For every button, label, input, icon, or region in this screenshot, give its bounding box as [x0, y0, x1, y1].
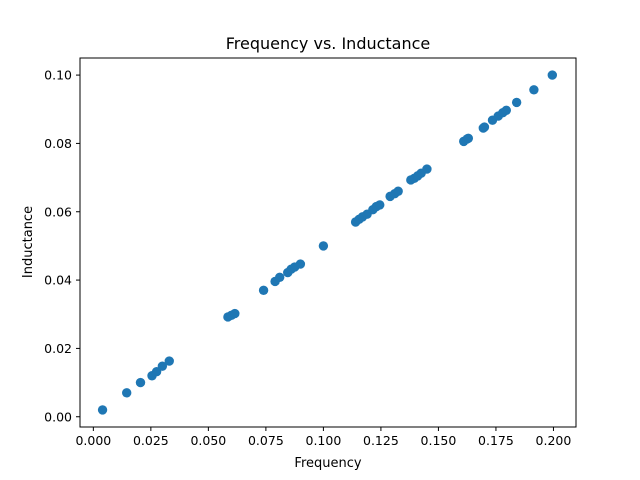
data-point-10: [258, 285, 269, 296]
data-point-2: [135, 377, 146, 388]
data-point-44: [547, 70, 557, 80]
data-point-43: [529, 85, 539, 95]
x-tick-label: 0.050: [190, 433, 226, 448]
data-point-0: [97, 405, 108, 415]
data-point-16: [295, 259, 306, 269]
x-tick-label: 0.200: [536, 433, 572, 448]
y-axis-ticks: 0.00 0.02 0.04 0.06 0.08 0.10: [44, 68, 80, 424]
y-tick-label: 0.06: [44, 204, 72, 219]
plot-area-frame: [79, 57, 577, 428]
x-axis-ticks: 0.000 0.025 0.050 0.075 0.100 0.125 0.150 0.175…: [75, 427, 571, 448]
data-point-9: [230, 308, 240, 319]
x-tick-label: 0.175: [478, 433, 514, 448]
y-tick-label: 0.00: [44, 409, 72, 424]
data-point-24: [375, 200, 385, 210]
data-point-35: [463, 133, 474, 143]
x-tick-label: 0.125: [363, 433, 399, 448]
data-point-32: [422, 164, 432, 174]
x-tick-label: 0.000: [75, 433, 111, 448]
data-point-1: [122, 388, 132, 398]
y-tick-label: 0.02: [44, 341, 72, 356]
x-tick-label: 0.025: [133, 433, 169, 448]
y-tick-label: 0.08: [44, 136, 72, 151]
x-tick-label: 0.100: [306, 433, 342, 448]
x-tick-label: 0.150: [421, 433, 457, 448]
y-axis-label: Inductance: [21, 206, 36, 278]
data-point-41: [501, 105, 511, 115]
data-point-42: [511, 97, 522, 108]
data-point-5: [157, 361, 168, 371]
data-point-27: [393, 186, 403, 196]
y-tick-label: 0.04: [44, 273, 72, 288]
chart-title: Frequency vs. Inductance: [226, 34, 431, 53]
data-points: [97, 70, 557, 415]
x-axis-label: Frequency: [294, 456, 361, 471]
data-point-12: [274, 272, 285, 283]
data-point-37: [479, 122, 490, 132]
data-point-6: [164, 356, 174, 366]
x-tick-label: 0.075: [248, 433, 284, 448]
y-tick-label: 0.10: [44, 68, 72, 83]
data-point-17: [318, 241, 329, 251]
